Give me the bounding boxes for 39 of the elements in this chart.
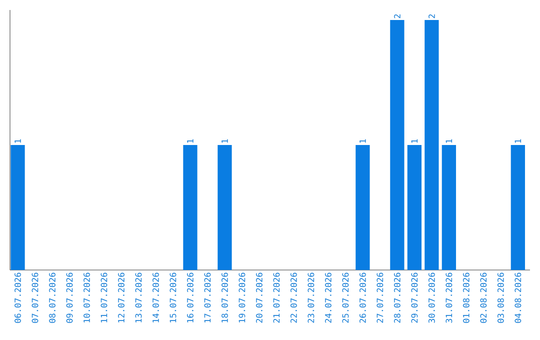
x-tick-label: 09.07.2026 — [66, 272, 73, 323]
x-tick-label: 04.08.2026 — [514, 272, 522, 323]
data-label: 1 — [411, 139, 418, 143]
x-tick-label: 23.07.2026 — [308, 272, 314, 323]
x-tick-label: 29.07.2026 — [411, 272, 418, 323]
data-label: 1 — [446, 139, 452, 143]
data-label: 1 — [14, 139, 21, 143]
data-label: 1 — [187, 139, 194, 143]
x-tick-label: 16.07.2026 — [187, 272, 194, 322]
x-tick-label: 06.07.2026 — [14, 272, 21, 323]
x-tick-label: 20.07.2026 — [256, 272, 262, 323]
x-tick-label: 07.07.2026 — [32, 272, 38, 323]
data-label: 1 — [514, 139, 522, 143]
x-tick-label: 19.07.2026 — [238, 272, 246, 322]
x-tick-label: 02.08.2026 — [480, 272, 487, 323]
x-tick-label: 13.07.2026 — [135, 272, 142, 322]
x-tick-label: 12.07.2026 — [118, 272, 124, 322]
x-tick-label: 01.08.2026 — [462, 272, 470, 323]
data-label: 2 — [394, 14, 400, 18]
x-tick-label: 30.07.2026 — [428, 272, 435, 323]
data-label: 2 — [428, 14, 435, 18]
x-tick-label: 11.07.2026 — [100, 272, 108, 322]
x-tick-label: 28.07.2026 — [394, 272, 400, 323]
x-tick-label: 21.07.2026 — [273, 272, 280, 323]
x-tick-label: 24.07.2026 — [324, 272, 332, 323]
x-tick-label: 27.07.2026 — [376, 272, 384, 323]
data-label: 1 — [222, 139, 228, 143]
x-tick-label: 26.07.2026 — [359, 272, 366, 323]
x-tick-label: 22.07.2026 — [290, 272, 297, 323]
x-tick-label: 25.07.2026 — [342, 272, 349, 323]
x-tick-label: 10.07.2026 — [84, 272, 90, 322]
x-tick-label: 14.07.2026 — [152, 272, 159, 322]
x-tick-label: 15.07.2026 — [170, 272, 176, 322]
x-tick-label: 08.07.2026 — [49, 272, 56, 323]
x-tick-label: 03.08.2026 — [497, 272, 504, 323]
x-tick-label: 18.07.2026 — [222, 272, 228, 322]
x-tick-label: 17.07.2026 — [204, 272, 211, 322]
x-tick-label: 31.07.2026 — [446, 272, 452, 323]
data-label: 1 — [360, 139, 366, 143]
